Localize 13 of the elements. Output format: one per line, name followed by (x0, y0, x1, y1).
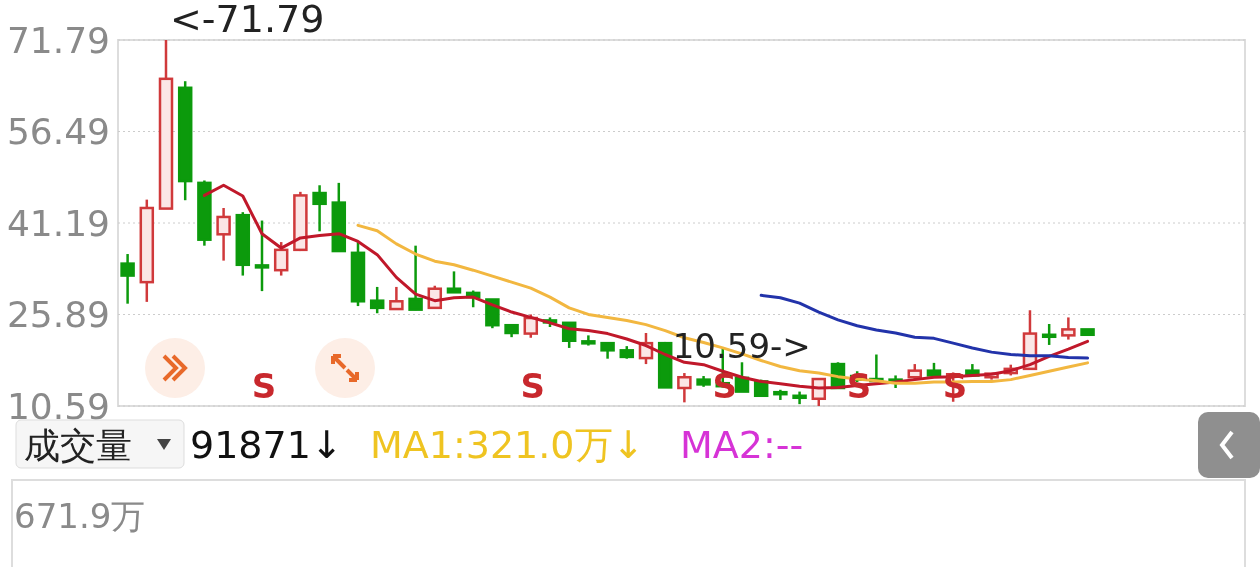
y-tick-label: 71.79 (6, 19, 110, 61)
y-tick-label: 56.49 (6, 111, 110, 152)
annotation: <-71.79 (170, 0, 325, 41)
text: MA1:321.0万↓ (370, 423, 645, 467)
y-tick-label: 10.59 (6, 385, 110, 427)
text: 671.9万 (14, 496, 146, 536)
text: MA2:-- (680, 423, 804, 467)
text: 91871↓ (190, 423, 343, 467)
text: 成交量 (24, 425, 132, 466)
y-tick-label: 41.19 (6, 202, 110, 244)
annotation: S (520, 366, 545, 406)
annotation: S (251, 366, 277, 406)
y-tick-label: 25.89 (6, 294, 110, 335)
